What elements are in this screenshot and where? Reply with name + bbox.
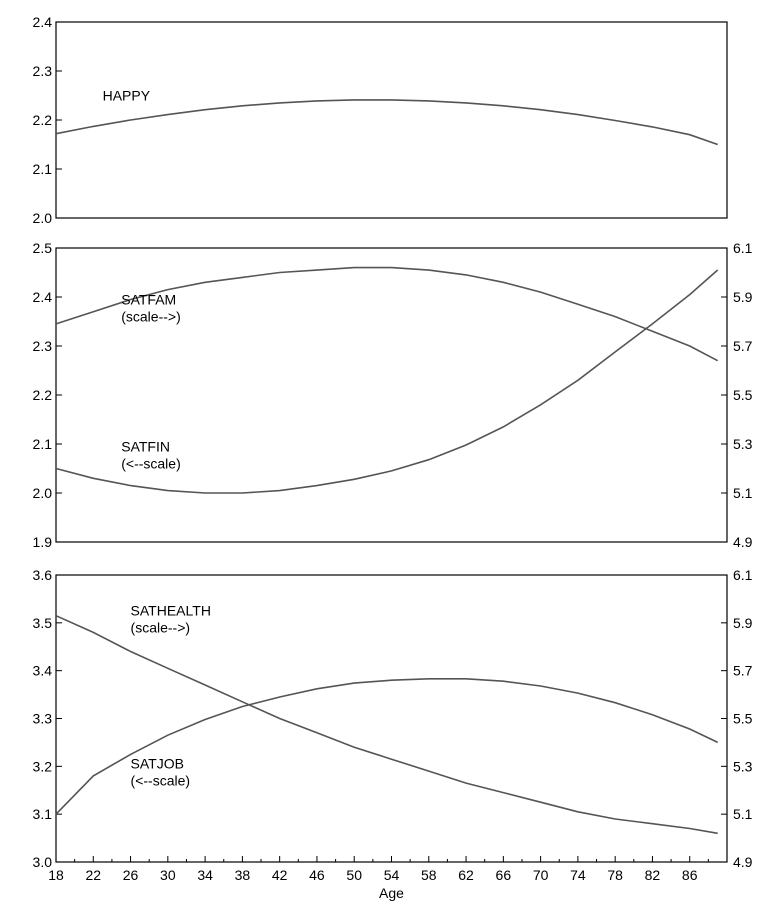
panel-middle-left-tick-label: 2.1 <box>33 436 53 452</box>
panel-bottom-left-tick-label: 3.5 <box>33 615 53 631</box>
panel-bottom-left-tick-label: 3.4 <box>33 663 53 679</box>
series-satfam-line <box>55 266 719 362</box>
panel-middle-left-tick-label: 2.5 <box>33 240 53 256</box>
x-tick-label: 18 <box>48 867 64 883</box>
panel-top-left-tick-label: 2.0 <box>33 210 53 226</box>
panel-middle-left-tick-label: 2.0 <box>33 485 53 501</box>
panel-bottom-right-tick-label: 5.3 <box>733 758 753 774</box>
panel-bottom-right-tick-label: 5.7 <box>733 663 753 679</box>
panel-middle-left-tick-label: 2.3 <box>33 338 53 354</box>
annotation-happy: HAPPY <box>103 87 151 103</box>
x-tick-label: 78 <box>607 867 623 883</box>
annotation-satjob-scale: (<--scale) <box>131 773 191 789</box>
panel-middle-right-tick-label: 5.7 <box>733 338 753 354</box>
panel-middle-right-tick-label: 4.9 <box>733 534 753 550</box>
panel-bottom-left-tick-label: 3.3 <box>33 711 53 727</box>
panel-top-left-tick-label: 2.4 <box>33 14 53 30</box>
panel-bottom-left-tick-label: 3.2 <box>33 758 53 774</box>
x-tick-label: 54 <box>384 867 400 883</box>
x-tick-label: 38 <box>235 867 251 883</box>
panel-bottom-right-tick-label: 6.1 <box>733 567 753 583</box>
x-axis-label: Age <box>379 885 404 901</box>
x-tick-label: 62 <box>458 867 474 883</box>
panel-middle-right-tick-label: 5.3 <box>733 436 753 452</box>
series-satfin-line <box>55 269 719 494</box>
panel-bottom-right-tick-label: 5.9 <box>733 615 753 631</box>
panel-top-frame <box>55 21 728 219</box>
annotation-sathealth-scale: (scale-->) <box>131 620 191 636</box>
x-tick-label: 82 <box>645 867 661 883</box>
panel-middle-left-tick-label: 2.4 <box>33 289 53 305</box>
x-tick-label: 42 <box>272 867 288 883</box>
panel-bottom-left-tick-label: 3.6 <box>33 567 53 583</box>
panel-middle-right-tick-label: 5.5 <box>733 387 753 403</box>
panel-bottom-right-tick-label: 4.9 <box>733 854 753 870</box>
x-tick-label: 74 <box>570 867 586 883</box>
series-satjob-line <box>55 677 719 815</box>
x-tick-label: 30 <box>160 867 176 883</box>
panel-middle-left-tick-label: 2.2 <box>33 387 53 403</box>
panel-middle-right-tick-label: 6.1 <box>733 240 753 256</box>
x-tick-label: 66 <box>496 867 512 883</box>
annotation-satfam-scale: (scale-->) <box>121 308 181 324</box>
annotation-satfin: SATFIN <box>121 438 170 454</box>
x-tick-label: 86 <box>682 867 698 883</box>
annotation-satfin-scale: (<--scale) <box>121 455 181 471</box>
panel-bottom-right-tick-label: 5.5 <box>733 711 753 727</box>
series-happy-line <box>55 99 718 146</box>
x-tick-label: 26 <box>123 867 139 883</box>
panel-middle-right-tick-label: 5.9 <box>733 289 753 305</box>
annotation-satjob: SATJOB <box>131 756 184 772</box>
annotation-satfam: SATFAM <box>121 291 176 307</box>
x-tick-label: 70 <box>533 867 549 883</box>
panel-bottom-left-tick-label: 3.0 <box>33 854 53 870</box>
panel-middle-right-tick-label: 5.1 <box>733 485 753 501</box>
panel-top-left-tick-label: 2.1 <box>33 161 53 177</box>
panel-top-left-tick-label: 2.2 <box>33 112 53 128</box>
x-tick-label: 58 <box>421 867 437 883</box>
panel-bottom-left-tick-label: 3.1 <box>33 806 53 822</box>
panel-middle-left-tick-label: 1.9 <box>33 534 53 550</box>
x-tick-label: 50 <box>346 867 362 883</box>
x-tick-label: 22 <box>85 867 101 883</box>
series-sathealth-line <box>55 614 718 835</box>
annotation-sathealth: SATHEALTH <box>131 603 211 619</box>
x-tick-label: 34 <box>197 867 213 883</box>
panel-top-left-tick-label: 2.3 <box>33 63 53 79</box>
x-tick-label: 46 <box>309 867 325 883</box>
panel-bottom-right-tick-label: 5.1 <box>733 806 753 822</box>
